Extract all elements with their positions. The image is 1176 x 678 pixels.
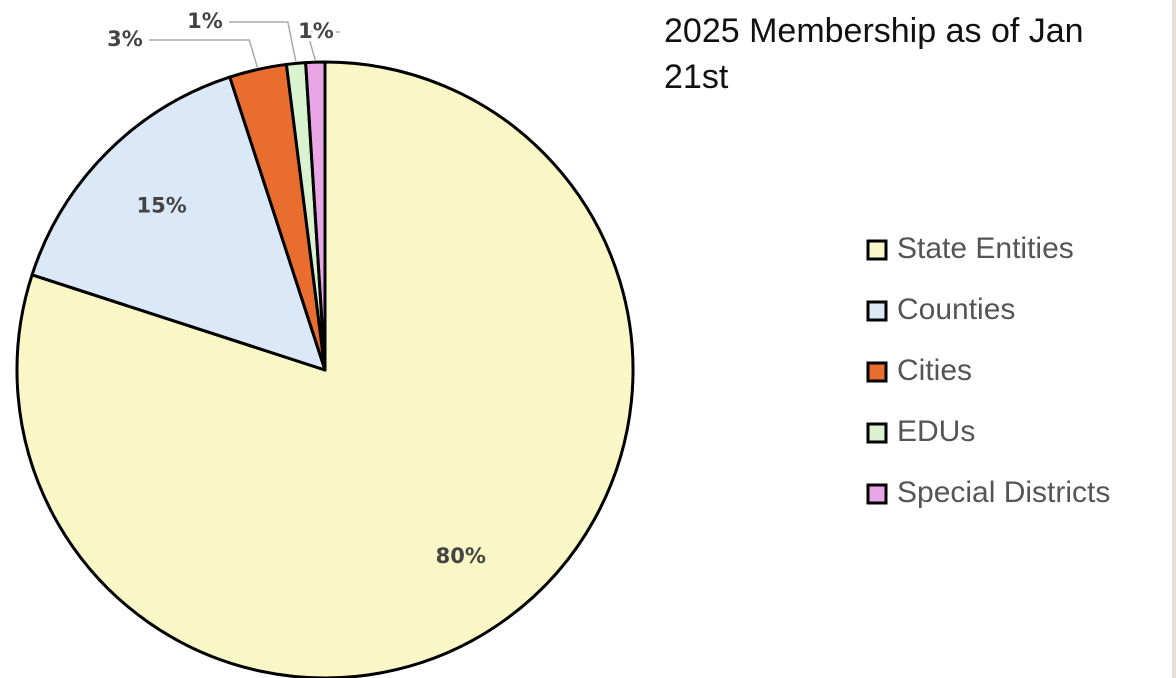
legend-swatch (866, 239, 888, 261)
leader-line (229, 21, 297, 62)
legend-label: Special Districts (897, 476, 1110, 509)
leader-line (149, 39, 259, 68)
legend-swatch (866, 483, 888, 505)
legend-label: Counties (897, 293, 1015, 326)
pie-slice (30, 75, 327, 372)
pie-slice (304, 60, 327, 372)
leader-line (306, 31, 340, 61)
data-label: 80% (436, 544, 486, 568)
legend-label: EDUs (897, 415, 975, 448)
legend-label: State Entities (897, 232, 1074, 265)
chart-title: 2025 Membership as of Jan 21st (664, 12, 1084, 96)
data-label: 3% (107, 27, 143, 51)
data-label: 1% (187, 9, 223, 33)
legend-label: Cities (897, 354, 972, 387)
data-label: 1% (298, 19, 334, 43)
window-edge (1172, 0, 1176, 678)
legend-swatch (866, 422, 888, 444)
data-label: 15% (137, 194, 187, 218)
legend-swatch (866, 300, 888, 322)
legend-swatch (866, 361, 888, 383)
